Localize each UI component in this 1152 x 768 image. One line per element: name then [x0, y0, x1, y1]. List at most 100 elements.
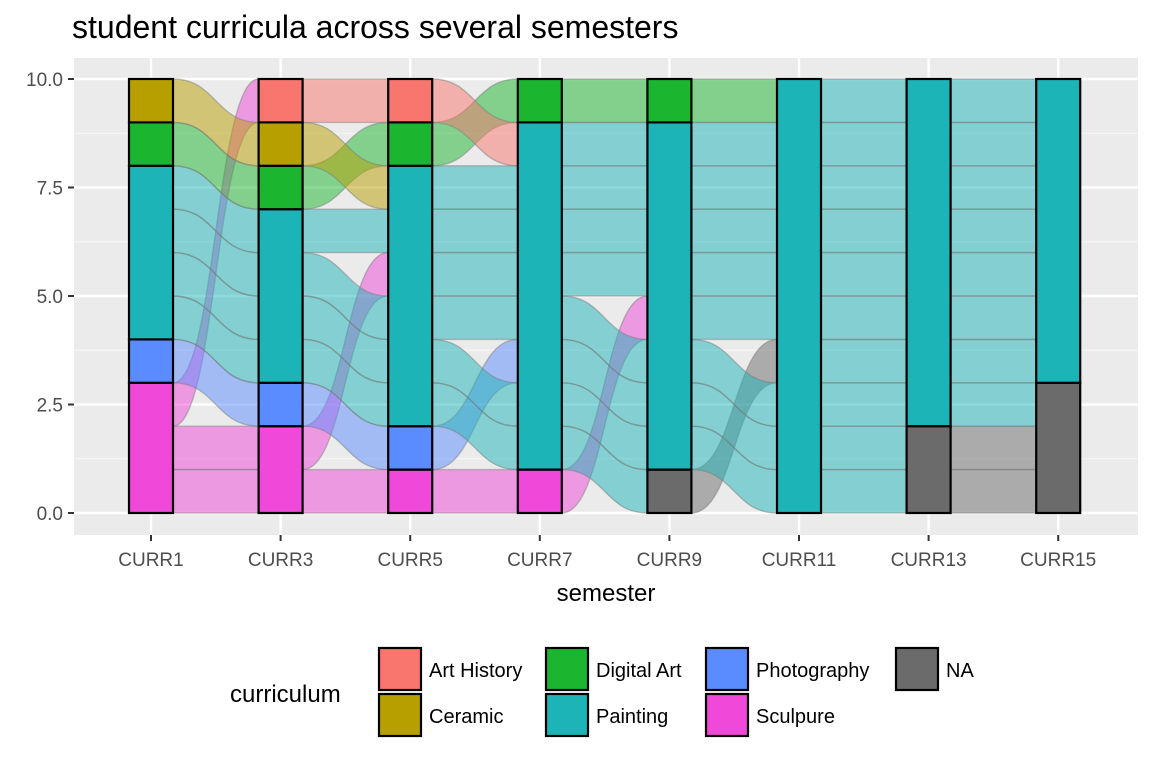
flow-ribbon: [690, 78, 778, 124]
legend-label-art-history: Art History: [429, 660, 522, 682]
flow-ribbon: [949, 338, 1037, 384]
legend-label-na: NA: [946, 660, 974, 682]
y-tick-label: 7.5: [37, 179, 63, 200]
flows-layer: [172, 78, 1037, 514]
flow-ribbon: [301, 208, 389, 254]
stratum-curr9-digital-art: [646, 77, 693, 124]
x-tick-label-curr13: CURR13: [891, 550, 967, 571]
flow-ribbon: [431, 295, 519, 341]
flow-ribbon: [949, 382, 1037, 427]
stratum-curr1-digital-art: [127, 121, 175, 167]
stratum-curr15-na: [1035, 381, 1082, 515]
flow-ribbon: [690, 251, 778, 297]
stratum-curr9-painting: [646, 121, 693, 471]
flow-ribbon: [172, 425, 260, 471]
flow-ribbon: [949, 425, 1037, 471]
stratum-curr3-painting: [257, 208, 304, 384]
x-tick-label-curr1: CURR1: [118, 550, 183, 571]
x-tick-label-curr15: CURR15: [1020, 550, 1096, 571]
flow-ribbon: [561, 121, 649, 167]
x-axis-title: semester: [557, 580, 656, 607]
flow-ribbon: [301, 468, 389, 514]
legend-key-painting: [544, 692, 590, 738]
flow-ribbon: [949, 468, 1037, 514]
stratum-curr9-na: [646, 468, 693, 515]
flow-ribbon: [820, 338, 908, 384]
flow-ribbon: [949, 165, 1037, 210]
flow-ribbon: [820, 251, 908, 297]
stratum-curr3-photography: [257, 381, 304, 428]
legend-key-art-history: [377, 646, 423, 692]
flow-ribbon: [172, 468, 260, 514]
flow-ribbon: [949, 78, 1037, 124]
y-axis: 0.0 2.5 5.0 7.5 10.0: [26, 70, 74, 525]
stratum-curr1-ceramic: [127, 77, 175, 124]
y-tick-label: 0.0: [37, 504, 63, 525]
y-tick-label: 2.5: [37, 396, 63, 417]
stratum-curr3-sculpure: [257, 425, 304, 515]
flow-ribbon: [820, 165, 908, 210]
flow-ribbon: [949, 295, 1037, 341]
stratum-curr5-painting: [387, 164, 434, 428]
stratum-curr11-painting: [775, 77, 823, 515]
chart-title: student curricula across several semeste…: [72, 9, 678, 45]
x-tick-label-curr9: CURR9: [637, 550, 702, 571]
flow-ribbon: [690, 165, 778, 210]
flow-ribbon: [301, 78, 389, 124]
stratum-curr7-sculpure: [516, 468, 563, 515]
flow-ribbon: [949, 251, 1037, 297]
legend-key-digital-art: [544, 646, 590, 692]
legend-label-painting: Painting: [596, 706, 668, 728]
x-tick-label-curr11: CURR11: [762, 550, 837, 571]
stratum-curr3-art-history: [257, 77, 304, 124]
flow-ribbon: [561, 165, 649, 210]
flow-ribbon: [431, 165, 519, 210]
y-tick-label: 5.0: [37, 287, 63, 308]
legend-label-sculpure: Sculpure: [756, 706, 835, 728]
legend-key-sculpure: [704, 692, 750, 738]
flow-ribbon: [431, 468, 519, 514]
x-axis: CURR1 CURR3 CURR5 CURR7 CURR9 CURR11 CURR13 CUR…: [118, 535, 1096, 571]
stratum-curr5-sculpure: [387, 468, 434, 515]
legend-label-photography: Photography: [756, 660, 869, 682]
legend-key-ceramic: [377, 692, 423, 738]
legend-title: curriculum: [230, 681, 341, 708]
flow-ribbon: [690, 121, 778, 167]
stratum-curr3-digital-art: [257, 164, 304, 211]
flow-ribbon: [561, 251, 649, 297]
flow-ribbon: [431, 208, 519, 254]
legend-label-digital-art: Digital Art: [596, 660, 682, 682]
flow-ribbon: [690, 208, 778, 254]
flow-ribbon: [820, 425, 908, 471]
legend-key-photography: [704, 646, 750, 692]
legend-label-ceramic: Ceramic: [429, 706, 503, 728]
x-tick-label-curr3: CURR3: [248, 550, 313, 571]
flow-ribbon: [431, 251, 519, 297]
stratum-curr7-painting: [516, 121, 563, 471]
stratum-curr3-ceramic: [257, 121, 304, 167]
flow-ribbon: [561, 78, 649, 124]
y-tick-label: 10.0: [26, 70, 63, 91]
flow-ribbon: [949, 121, 1037, 167]
x-tick-label-curr5: CURR5: [377, 550, 442, 571]
x-tick-label-curr7: CURR7: [507, 550, 572, 571]
stratum-curr1-photography: [127, 338, 175, 384]
stratum-curr1-sculpure: [127, 381, 175, 515]
flow-ribbon: [820, 78, 908, 124]
flow-ribbon: [561, 208, 649, 254]
flow-ribbon: [690, 295, 778, 341]
flow-ribbon: [820, 468, 908, 514]
stacks-layer: [127, 77, 1082, 515]
flow-ribbon: [820, 208, 908, 254]
flow-ribbon: [820, 121, 908, 167]
flow-ribbon: [949, 208, 1037, 254]
stratum-curr5-art-history: [387, 77, 434, 124]
stratum-curr15-painting: [1035, 77, 1082, 384]
flow-ribbon: [820, 382, 908, 427]
stratum-curr5-digital-art: [387, 121, 434, 167]
stratum-curr7-digital-art: [516, 77, 563, 124]
stratum-curr13-painting: [905, 77, 952, 428]
legend-key-na: [894, 646, 940, 692]
stratum-curr5-photography: [387, 425, 434, 471]
